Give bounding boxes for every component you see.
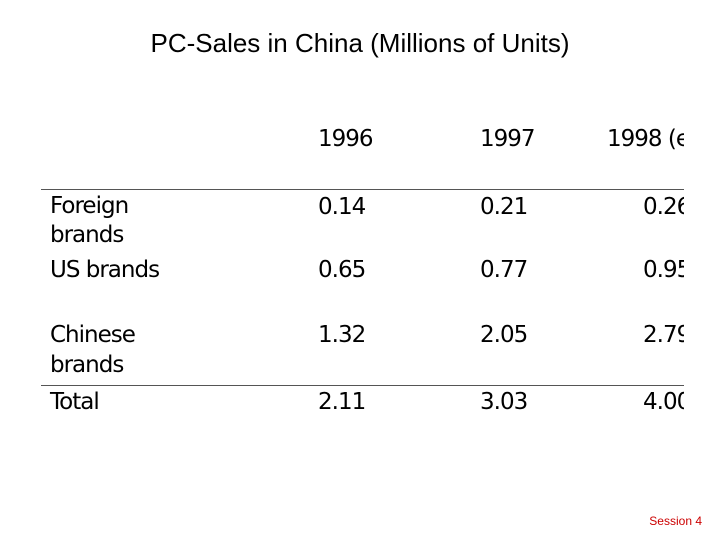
cell-foreign-1997: 0.21 [480, 194, 528, 220]
row-label-foreign-brands-line1: Foreign [50, 193, 129, 219]
cell-us-1996: 0.65 [318, 257, 366, 283]
cell-chinese-1996: 1.32 [318, 322, 366, 348]
total-rule [41, 385, 684, 386]
cell-chinese-1997: 2.05 [480, 322, 528, 348]
column-header-1996: 1996 [318, 126, 374, 152]
column-header-1998: 1998 (e) [607, 126, 698, 152]
row-label-foreign-brands-line2: brands [50, 222, 124, 248]
session-footer: Session 4 [649, 514, 702, 528]
cell-total-1997: 3.03 [480, 389, 528, 415]
cell-us-1998: 0.95 [643, 257, 691, 283]
row-label-chinese-brands-line2: brands [50, 352, 124, 378]
cell-chinese-1998: 2.79 [643, 322, 691, 348]
row-label-total: Total [50, 389, 100, 415]
cell-us-1997: 0.77 [480, 257, 528, 283]
column-header-1997: 1997 [480, 126, 536, 152]
header-rule [41, 189, 684, 190]
row-label-us-brands: US brands [50, 257, 160, 283]
cell-total-1998: 4.00 [643, 389, 691, 415]
right-edge-clip [684, 110, 720, 430]
cell-total-1996: 2.11 [318, 389, 366, 415]
cell-foreign-1998: 0.26 [643, 194, 691, 220]
row-label-chinese-brands-line1: Chinese [50, 322, 136, 348]
slide-title: PC-Sales in China (Millions of Units) [150, 28, 570, 58]
cell-foreign-1996: 0.14 [318, 194, 366, 220]
